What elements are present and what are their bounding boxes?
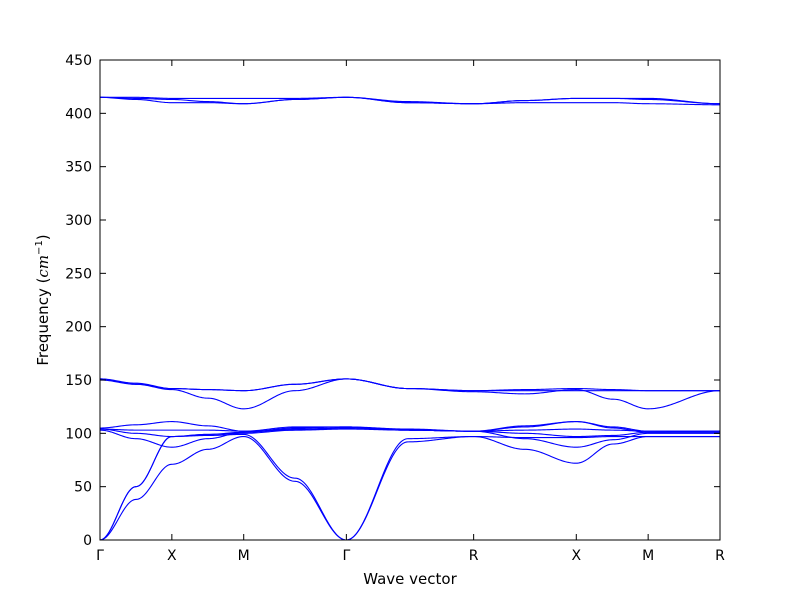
y-tick-label: 300 [65, 213, 92, 229]
y-axis-title-text: Frequency ( [34, 278, 52, 366]
y-axis-ticks: 0 50 100 150 200 250 300 350 400 450 [65, 53, 720, 549]
band-line-3 [99, 427, 720, 541]
band-line-6 [100, 421, 720, 432]
plot-frame [99, 59, 721, 541]
y-tick-label: 400 [65, 106, 92, 122]
x-axis-title: Wave vector [363, 570, 457, 588]
y-tick-label: 350 [65, 160, 92, 176]
band-line-13 [100, 96, 720, 105]
x-tick-label: Γ [96, 548, 104, 564]
y-tick-label: 0 [83, 533, 92, 549]
x-tick-label: M [238, 548, 250, 564]
y-axis-title-exponent: −1 [34, 240, 45, 255]
y-tick-label: 450 [65, 53, 92, 69]
y-tick-label: 50 [74, 480, 92, 496]
y-axis-title-unit: cm [34, 255, 52, 278]
y-tick-label: 100 [65, 426, 92, 442]
y-tick-label: 200 [65, 320, 92, 336]
x-tick-label: Γ [342, 548, 350, 564]
x-tick-label: X [571, 548, 581, 564]
band-line-10 [99, 378, 720, 392]
band-lines [99, 96, 721, 541]
x-tick-label: R [469, 548, 479, 564]
x-tick-label: R [715, 548, 725, 564]
x-tick-label: M [642, 548, 654, 564]
band-line-1 [99, 435, 720, 541]
y-axis-title: Frequency (cm−1) [34, 234, 52, 365]
y-axis-title-close: ) [34, 234, 52, 240]
band-line-8 [99, 378, 721, 410]
band-line-7 [99, 421, 720, 433]
y-tick-label: 150 [65, 373, 92, 389]
band-line-2 [99, 433, 720, 541]
x-tick-label: X [167, 548, 177, 564]
y-tick-label: 250 [65, 266, 92, 282]
